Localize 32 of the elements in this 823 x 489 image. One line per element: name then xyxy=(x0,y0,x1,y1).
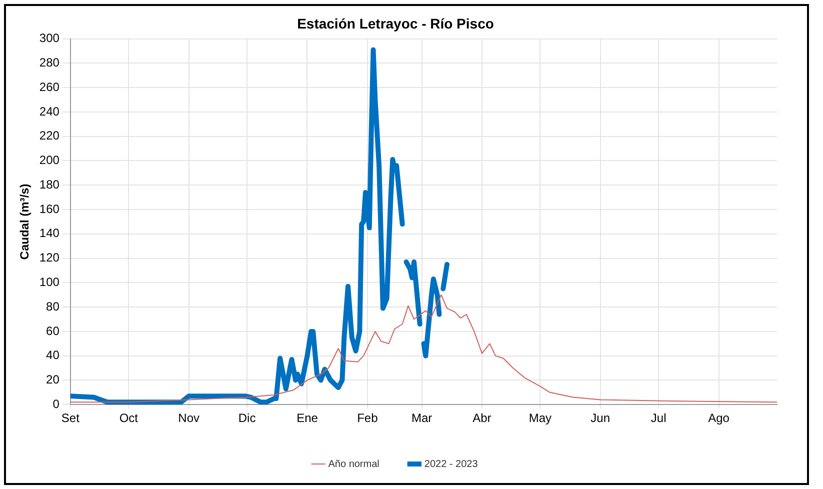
y-tick-label: 0 xyxy=(52,396,60,411)
y-tick-label: 200 xyxy=(39,153,60,168)
y-tick-label: 100 xyxy=(39,274,60,289)
y-tick-label: 120 xyxy=(39,250,60,265)
y-tick-label: 60 xyxy=(46,324,60,338)
x-tick-label: Jul xyxy=(650,411,666,426)
y-tick-label: 240 xyxy=(39,104,60,118)
x-tick-label: Jun xyxy=(590,411,610,426)
x-tick-label: May xyxy=(528,411,552,426)
x-tick-label: Ene xyxy=(296,411,318,426)
x-tick-label: Dic xyxy=(238,411,256,426)
y-tick-label: 260 xyxy=(39,80,60,94)
y-tick-label: 220 xyxy=(39,128,60,143)
y-tick-label: 160 xyxy=(39,202,60,216)
y-tick-label: 180 xyxy=(39,177,60,192)
y-tick-label: 300 xyxy=(39,31,60,46)
y-tick-label: 80 xyxy=(46,299,60,314)
chart-title: Estación Letrayoc - Río Pisco xyxy=(297,15,494,32)
legend-label: Año normal xyxy=(328,458,380,470)
y-tick-label: 280 xyxy=(39,56,60,70)
x-tick-label: Nov xyxy=(178,411,200,426)
x-tick-label: Oct xyxy=(119,411,139,426)
x-tick-label: Feb xyxy=(357,411,378,426)
y-axis-title: Caudal (m³/s) xyxy=(18,184,32,260)
x-tick-label: Set xyxy=(61,411,80,426)
x-tick-label: Abr xyxy=(472,411,492,426)
x-tick-label: Mar xyxy=(411,411,432,426)
legend-label: 2022 - 2023 xyxy=(424,458,478,470)
x-tick-label: Ago xyxy=(708,411,730,426)
y-tick-label: 140 xyxy=(39,226,60,240)
y-tick-label: 40 xyxy=(46,348,60,362)
y-tick-label: 20 xyxy=(46,372,60,387)
